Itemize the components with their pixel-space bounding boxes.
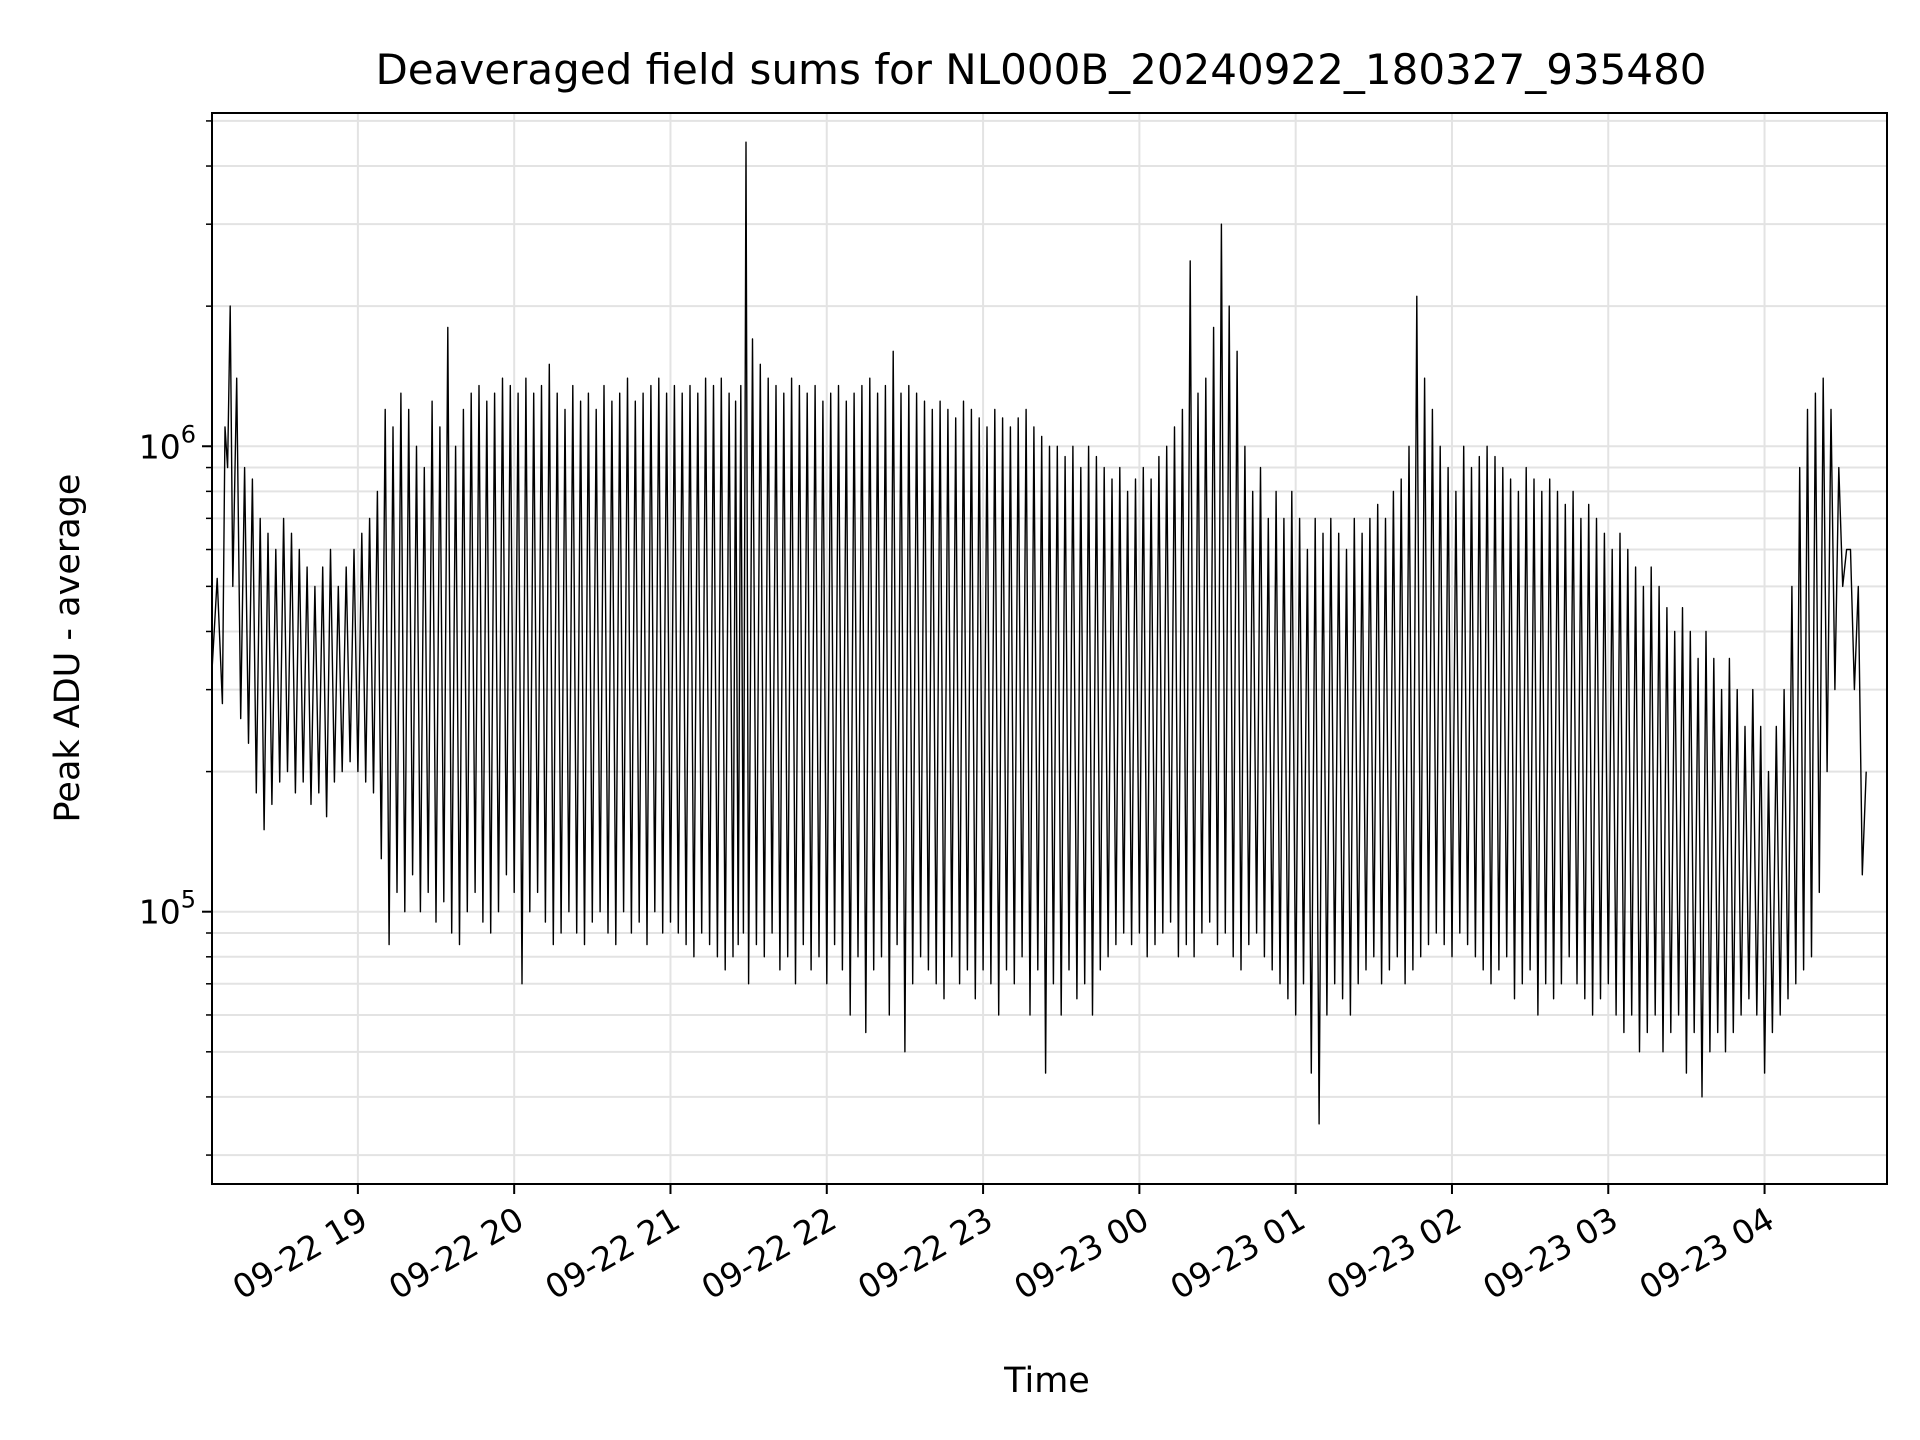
y-tick-label: 105 [139, 886, 196, 932]
series-layer [211, 141, 1867, 1125]
y-tick-label-base: 10 [139, 893, 181, 932]
chart-title: Deaveraged field sums for NL000B_2024092… [375, 45, 1706, 94]
y-tick-label-exponent: 6 [181, 420, 196, 448]
y-tick-label-base: 10 [139, 427, 181, 466]
series-line [211, 141, 1867, 1125]
plot-frame [211, 112, 1888, 1185]
x-axis-label: Time [1003, 1361, 1090, 1401]
y-tick-label: 106 [139, 420, 196, 466]
y-tick-label-exponent: 5 [181, 886, 196, 914]
y-axis-label: Peak ADU - average [48, 474, 88, 823]
